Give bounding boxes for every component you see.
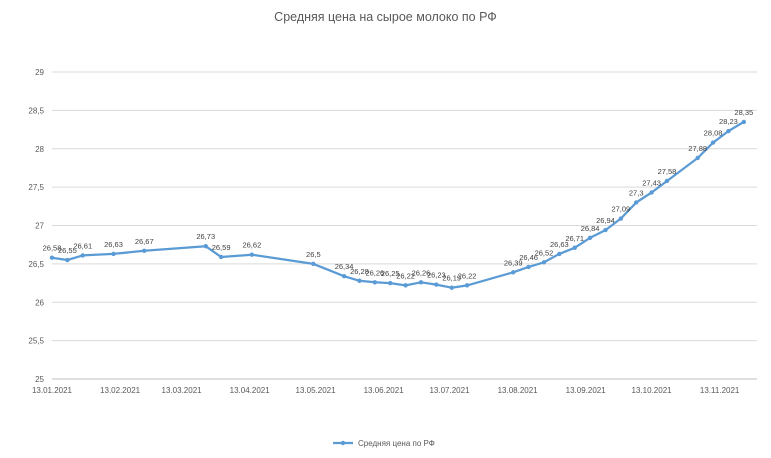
data-point [434,282,439,287]
data-point [603,227,608,233]
legend: Средняя цена по РФ [333,439,435,448]
data-point [541,260,547,265]
data-point [80,253,85,258]
series-line [51,120,745,289]
y-tick-label: 29 [35,68,44,77]
data-label: 26,39 [504,258,523,267]
data-label: 26,22 [458,271,477,280]
x-tick-label: 13.02.2021 [100,386,141,395]
x-tick-label: 13.05.2021 [296,386,337,395]
data-label: 26,19 [442,274,461,283]
data-label: 26,34 [335,262,354,271]
data-point [418,280,424,285]
x-tick-label: 13.09.2021 [566,386,607,395]
x-tick-label: 13.06.2021 [364,386,405,395]
data-point [218,254,224,260]
y-tick-label: 27 [35,222,44,231]
data-label: 26,22 [396,271,415,280]
data-point [311,261,316,267]
chart-title: Средняя цена на сырое молоко по РФ [274,10,497,24]
y-tick-label: 26,5 [28,260,44,269]
data-label: 26,62 [242,241,261,250]
data-point [618,216,624,221]
data-label: 26,25 [381,269,400,278]
x-tick-label: 13.03.2021 [162,386,203,395]
data-point [449,285,454,290]
x-tick-label: 13.08.2021 [498,386,539,395]
data-label: 28,35 [734,108,753,117]
y-tick-label: 27,5 [28,183,44,192]
data-label: 26,55 [58,246,77,255]
data-label: 26,61 [73,241,92,250]
y-tick-label: 26 [35,298,44,307]
data-label: 27,43 [642,178,661,187]
data-label: 26,73 [196,232,215,241]
data-label: 28,08 [704,129,723,138]
y-tick-label: 28,5 [28,106,44,115]
data-label: 26,5 [306,250,321,259]
data-point [726,128,731,134]
data-point [649,190,654,195]
x-tick-label: 13.01.2021 [32,386,73,395]
x-tick-label: 13.10.2021 [632,386,673,395]
data-point [634,200,639,205]
data-point [372,280,378,285]
data-label: 26,84 [581,224,600,233]
data-label: 26,59 [212,243,231,252]
data-label: 26,28 [350,267,369,276]
data-label: 26,23 [427,271,446,280]
data-label: 27,88 [688,144,707,153]
data-label: 26,46 [519,253,538,262]
data-point [572,245,577,250]
data-point [526,264,531,270]
data-label: 26,58 [43,244,62,253]
y-axis-ticks: 25 25,5 26 26,5 27 27,5 28 28,5 29 [28,68,44,384]
data-label: 27,3 [629,188,644,197]
data-label: 26,67 [135,237,154,246]
data-label: 26,26 [365,268,384,277]
y-tick-label: 25,5 [28,337,44,346]
x-tick-label: 13.07.2021 [429,386,470,395]
data-label: 26,52 [535,248,554,257]
y-tick-label: 28 [35,145,44,154]
x-axis-ticks: 13.01.2021 13.02.2021 13.03.2021 13.04.2021… [32,386,740,395]
data-label: 26,71 [565,234,584,243]
y-tick-label: 25 [35,375,44,384]
data-label: 26,63 [550,240,569,249]
data-label: 27,09 [611,205,630,214]
data-point [403,283,408,288]
data-point [464,283,470,288]
legend-dot-marker [340,440,346,446]
data-point [511,270,516,275]
data-point [741,119,747,125]
data-point [49,255,55,260]
data-point [664,178,670,184]
data-point [111,251,116,257]
grid-lines [52,71,757,380]
data-point [203,244,208,249]
data-point [388,280,393,286]
legend-label: Средняя цена по РФ [358,439,435,448]
data-point [710,140,716,145]
data-label: 26,26 [412,268,431,277]
data-label: 26,63 [104,240,123,249]
data-point [695,155,700,161]
series-group [49,119,747,290]
data-point [357,278,362,283]
data-point [142,248,147,254]
data-label: 28,23 [719,117,738,126]
data-point [249,252,255,257]
data-point [341,273,347,279]
data-label: 27,58 [658,167,677,176]
data-point [65,257,70,263]
x-tick-label: 13.04.2021 [230,386,271,395]
data-point [587,235,593,240]
data-point [557,251,562,257]
data-label: 26,94 [596,216,615,225]
x-tick-label: 13.11.2021 [700,386,740,395]
